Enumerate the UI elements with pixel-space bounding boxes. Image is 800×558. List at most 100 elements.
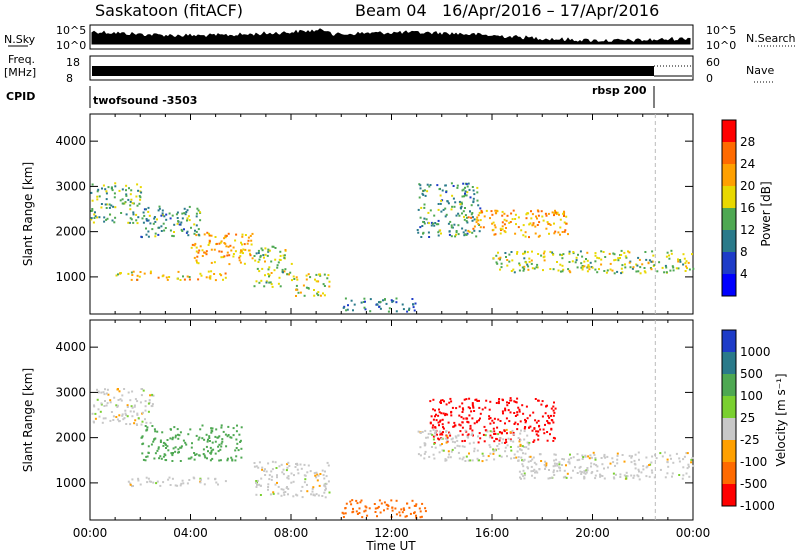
data-cell (93, 213, 96, 216)
data-cell (606, 455, 609, 458)
data-cell (263, 256, 265, 259)
data-cell (314, 278, 316, 281)
data-cell (526, 251, 529, 254)
freq-label-2: [MHz] (4, 66, 36, 79)
data-cell (267, 486, 270, 488)
data-cell (555, 458, 558, 461)
data-cell (522, 224, 525, 227)
data-cell (489, 430, 492, 433)
data-cell (445, 213, 448, 216)
data-cell (94, 211, 96, 214)
data-cell (305, 286, 308, 289)
data-cell (437, 414, 440, 417)
data-cell (125, 194, 128, 197)
data-cell (665, 266, 668, 269)
nsearch-tick-bottom: 10^0 (706, 39, 736, 52)
data-cell (531, 213, 534, 216)
data-cell (649, 267, 652, 269)
data-cell (268, 274, 271, 277)
data-cell (524, 235, 527, 238)
data-cell (276, 266, 279, 269)
data-cell (663, 271, 666, 274)
data-cell (167, 449, 170, 452)
data-cell (188, 479, 191, 481)
data-cell (240, 249, 242, 252)
data-cell (522, 269, 525, 272)
data-cell (363, 306, 366, 309)
data-cell (499, 227, 502, 230)
data-cell (96, 398, 99, 401)
data-cell (113, 221, 116, 224)
data-cell (481, 408, 484, 411)
data-cell (432, 424, 435, 427)
data-cell (578, 466, 581, 469)
data-cell (518, 410, 521, 413)
data-cell (224, 235, 227, 238)
data-cell (119, 199, 122, 202)
data-cell (464, 186, 466, 189)
data-cell (176, 222, 179, 225)
data-cell (193, 223, 196, 226)
data-cell (267, 248, 270, 251)
data-cell (543, 250, 546, 253)
data-cell (114, 206, 117, 209)
data-cell (160, 214, 163, 217)
data-cell (532, 456, 535, 459)
data-cell (546, 431, 549, 433)
data-cell (473, 225, 476, 228)
data-cell (535, 463, 538, 466)
data-cell (469, 196, 472, 199)
data-cell (446, 435, 449, 438)
data-cell (432, 418, 435, 421)
data-cell (685, 452, 688, 455)
data-cell (187, 215, 190, 218)
data-cell (497, 257, 500, 260)
data-cell (131, 478, 134, 481)
data-cell (455, 436, 458, 439)
data-cell (613, 259, 616, 262)
data-cell (171, 438, 174, 441)
data-cell (596, 465, 599, 468)
data-cell (176, 217, 179, 219)
data-cell (485, 209, 488, 212)
data-cell (475, 221, 478, 224)
data-cell (229, 436, 232, 439)
data-cell (139, 198, 142, 201)
data-cell (527, 212, 530, 215)
data-cell (376, 515, 378, 518)
data-cell (288, 273, 290, 276)
data-cell (303, 463, 306, 466)
data-cell (284, 249, 287, 251)
data-cell (98, 415, 101, 418)
data-cell (170, 428, 172, 431)
data-cell (253, 462, 256, 464)
nsky-tick-bottom: 10^0 (56, 39, 86, 52)
data-cell (265, 470, 268, 473)
data-cell (470, 216, 473, 219)
data-cell (437, 437, 440, 440)
colorbar-tick-label: 4 (740, 267, 748, 281)
data-cell (531, 267, 534, 270)
data-cell (264, 468, 266, 471)
data-cell (616, 462, 619, 465)
data-cell (464, 460, 467, 462)
data-cell (506, 214, 509, 217)
data-cell (303, 481, 306, 484)
data-cell (309, 470, 312, 473)
data-cell (128, 221, 131, 224)
data-cell (218, 250, 221, 253)
cpid-mode-rbsp: rbsp 200 (592, 84, 647, 97)
data-cell (494, 432, 497, 435)
data-cell (149, 394, 152, 397)
data-cell (521, 266, 524, 269)
data-cell (594, 260, 597, 263)
data-cell (172, 452, 174, 454)
data-cell (614, 464, 616, 467)
data-cell (539, 428, 542, 431)
colorbar-tick-label: 100 (740, 389, 763, 403)
data-cell (682, 466, 685, 469)
data-cell (96, 190, 99, 193)
data-cell (422, 189, 425, 192)
data-cell (151, 405, 154, 407)
data-cell (444, 458, 447, 461)
